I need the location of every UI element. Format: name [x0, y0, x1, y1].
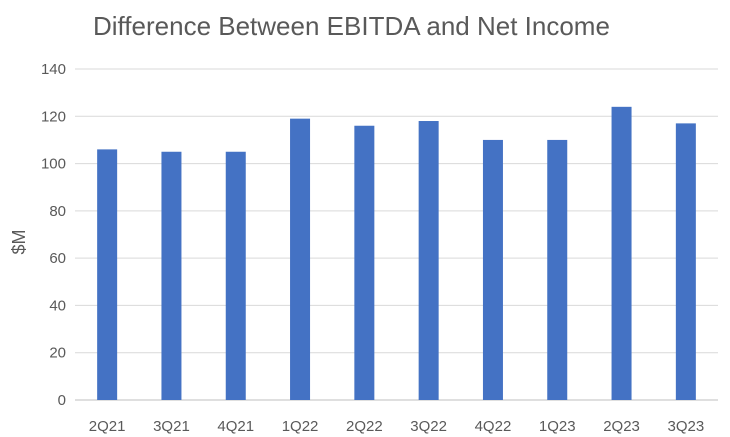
chart-title: Difference Between EBITDA and Net Income — [93, 11, 610, 41]
bar-4Q21 — [225, 151, 246, 400]
x-tick-label: 2Q23 — [603, 418, 640, 435]
x-tick-label: 2Q22 — [346, 418, 383, 435]
y-tick-label: 120 — [41, 108, 66, 125]
y-tick-label: 0 — [58, 392, 66, 409]
x-tick-label: 3Q22 — [410, 418, 447, 435]
y-tick-label: 20 — [49, 345, 66, 362]
gridlines — [75, 68, 718, 401]
y-axis-ticks: 0 20 40 60 80 100 120 140 — [41, 61, 66, 409]
y-tick-label: 140 — [41, 61, 66, 78]
x-axis-ticks: 2Q21 3Q21 4Q21 1Q22 2Q22 3Q22 4Q22 1Q23 2Q23 3Q23 — [89, 418, 704, 435]
bar-1Q22 — [290, 118, 311, 401]
y-tick-label: 40 — [49, 297, 66, 314]
bar-1Q23 — [547, 139, 568, 400]
x-tick-label: 2Q21 — [89, 418, 126, 435]
x-tick-label: 4Q22 — [475, 418, 512, 435]
bars — [97, 106, 696, 401]
bar-3Q21 — [161, 151, 182, 400]
x-tick-label: 3Q23 — [667, 418, 704, 435]
bar-4Q22 — [482, 139, 503, 400]
x-tick-label: 4Q21 — [217, 418, 254, 435]
y-tick-label: 100 — [41, 156, 66, 173]
y-tick-label: 60 — [49, 250, 66, 267]
y-tick-label: 80 — [49, 203, 66, 220]
y-axis-label: $M — [9, 229, 29, 254]
x-tick-label: 1Q23 — [539, 418, 576, 435]
bar-2Q23 — [611, 106, 632, 400]
bar-3Q22 — [418, 121, 439, 400]
bar-3Q23 — [675, 123, 696, 400]
x-tick-label: 3Q21 — [153, 418, 190, 435]
bar-2Q21 — [97, 149, 118, 400]
bar-2Q22 — [354, 125, 375, 400]
x-tick-label: 1Q22 — [282, 418, 319, 435]
